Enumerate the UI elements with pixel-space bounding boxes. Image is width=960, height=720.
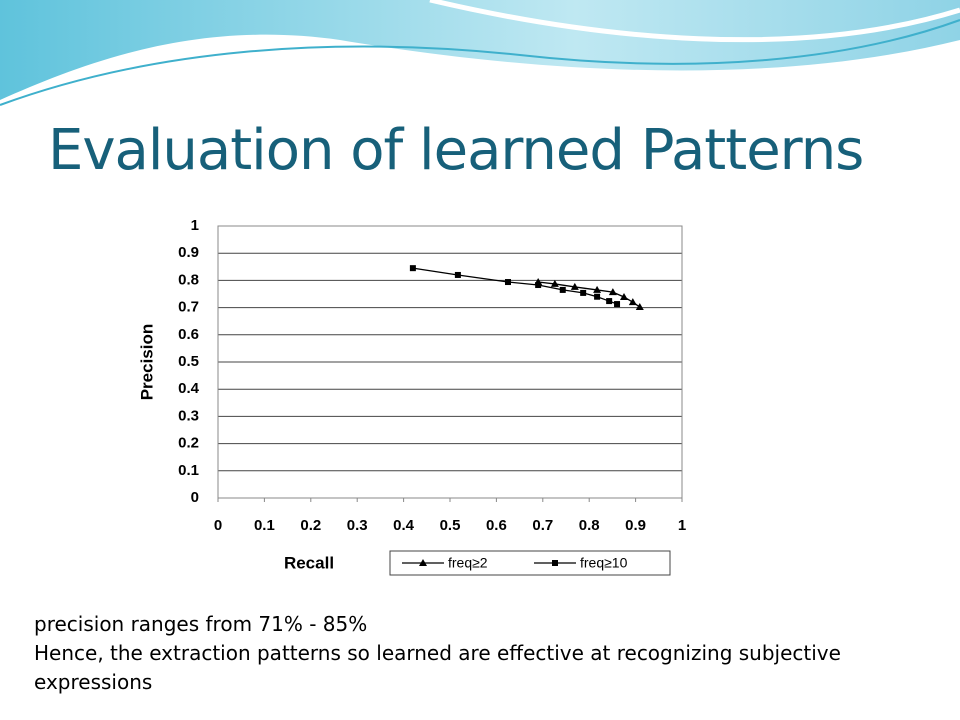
x-tick-label: 0.3 <box>347 517 368 534</box>
y-tick-label: 0 <box>191 489 199 506</box>
marker <box>552 560 558 566</box>
x-tick-label: 1 <box>678 517 686 534</box>
y-tick-label: 0.3 <box>178 407 199 424</box>
x-axis-label: Recall <box>284 553 334 572</box>
x-tick-label: 0.5 <box>440 517 461 534</box>
x-tick-label: 0.4 <box>393 517 415 534</box>
marker <box>614 301 621 308</box>
x-tick-label: 0.7 <box>532 517 553 534</box>
x-tick-label: 0.1 <box>254 517 275 534</box>
marker <box>606 298 613 305</box>
y-tick-label: 1 <box>191 217 199 234</box>
header-curve <box>429 0 960 43</box>
y-tick-label: 0.7 <box>178 299 199 316</box>
marker <box>635 303 644 311</box>
y-tick-label: 0.5 <box>178 353 199 370</box>
bullet: Hence, the extraction patterns so learne… <box>34 641 841 694</box>
y-axis-label: Precision <box>137 324 156 401</box>
bullet: precision ranges from 71% - 85% <box>34 612 368 636</box>
y-tick-label: 0.1 <box>178 462 199 479</box>
marker <box>559 286 566 293</box>
marker <box>454 271 461 278</box>
y-tick-label: 0.4 <box>178 380 200 397</box>
marker <box>608 288 617 296</box>
marker <box>628 298 637 306</box>
x-tick-label: 0.9 <box>625 517 646 534</box>
slide-title: Evaluation of learned Patterns <box>48 118 864 183</box>
header-curve <box>0 19 960 106</box>
chart: 0 0.1 0.2 0.3 0.4 0.5 0.6 0.7 0.8 0.9 1 0 0.1 0.2 0.3 0… <box>137 217 686 576</box>
y-tick-label: 0.2 <box>178 435 199 452</box>
marker <box>535 282 542 289</box>
marker <box>594 293 601 300</box>
slide-body: precision ranges from 71% - 85% Hence, t… <box>34 610 934 697</box>
x-tick-label: 0.6 <box>486 517 507 534</box>
chart-background <box>95 190 730 610</box>
x-tick-label: 0.8 <box>579 517 600 534</box>
y-tick-label: 0.9 <box>178 244 199 261</box>
marker <box>620 292 628 300</box>
x-tick-label: 0 <box>214 517 222 534</box>
marker <box>570 282 579 290</box>
marker <box>409 265 416 272</box>
marker <box>593 285 602 293</box>
marker <box>580 289 587 296</box>
legend-label: freq≥2 <box>448 555 488 571</box>
y-tick-label: 0.8 <box>178 271 199 288</box>
marker <box>505 279 511 286</box>
legend-label: freq≥10 <box>580 555 628 571</box>
marker <box>550 279 559 287</box>
header-wave <box>0 0 960 100</box>
x-tick-label: 0.2 <box>300 517 321 534</box>
marker <box>419 559 427 566</box>
y-tick-label: 0.6 <box>178 326 199 343</box>
